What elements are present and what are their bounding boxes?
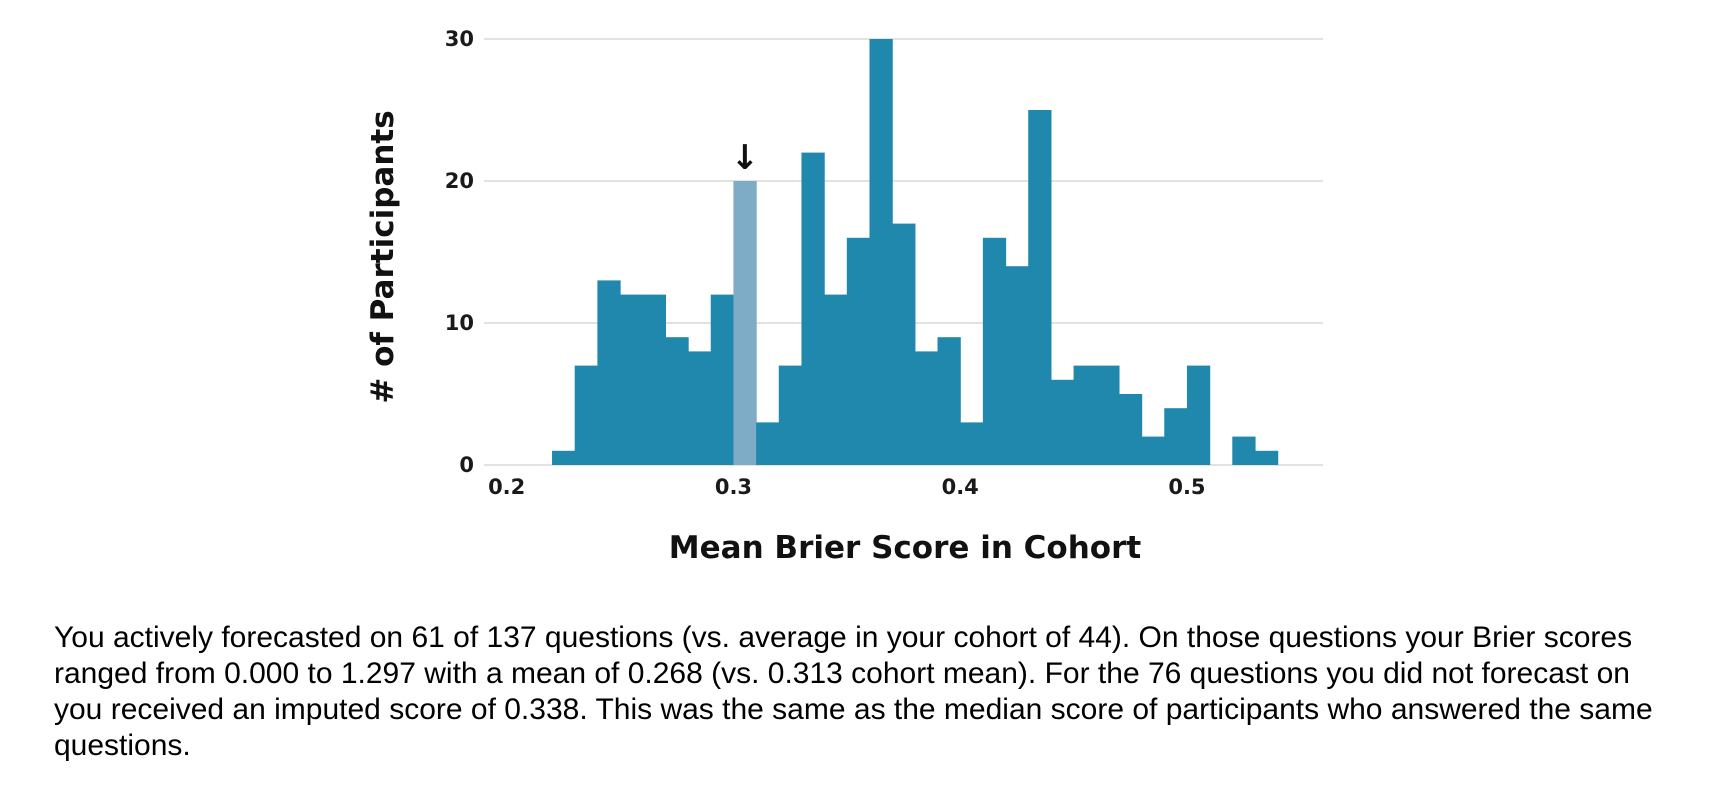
x-tick-label: 0.5	[1168, 475, 1205, 499]
histogram-bar	[801, 152, 825, 465]
y-tick-label: 30	[445, 27, 474, 51]
histogram-bar	[1186, 365, 1211, 465]
x-tick-label: 0.2	[488, 475, 525, 499]
y-tick-label: 0	[459, 453, 474, 477]
histogram-bar	[1254, 450, 1279, 465]
histogram-bar	[1005, 266, 1029, 465]
histogram-bar	[1096, 365, 1120, 465]
histogram-bar	[756, 422, 780, 465]
histogram-bar	[846, 237, 871, 465]
histogram-bar	[937, 337, 961, 465]
histogram-bar	[960, 422, 984, 465]
histogram-bar	[1050, 379, 1075, 465]
your-score-marker: ↓	[731, 138, 760, 178]
histogram-bar	[620, 294, 644, 465]
highlighted-bar	[733, 181, 757, 465]
histogram-bar	[642, 294, 667, 465]
histogram-bar	[665, 337, 689, 465]
histogram-bar	[1118, 394, 1143, 465]
histogram-bar	[710, 294, 735, 465]
histogram-bar	[914, 351, 939, 465]
forecast-summary-text: You actively forecasted on 61 of 137 que…	[54, 621, 1653, 762]
histogram-bar	[597, 280, 621, 465]
y-axis-title: # of Participants	[365, 110, 401, 403]
histogram-bar	[1141, 436, 1165, 465]
histogram-bar	[982, 237, 1007, 465]
histogram-bar	[688, 351, 712, 465]
y-tick-label: 10	[445, 311, 474, 335]
histogram-bar	[778, 365, 803, 465]
histogram-bar	[824, 294, 848, 465]
histogram-bar	[1164, 408, 1188, 465]
histogram-bar	[1073, 365, 1097, 465]
x-tick-label: 0.3	[715, 475, 752, 499]
histogram-bar	[1028, 110, 1052, 465]
tick-labels: 0 10 20 30 0.2 0.3 0.4 0.5	[445, 27, 1206, 499]
histogram-bar	[552, 450, 576, 465]
histogram-bar	[574, 365, 598, 465]
histogram-bar	[892, 223, 916, 465]
histogram-bars	[552, 39, 1279, 465]
histogram-bar	[869, 39, 893, 465]
x-tick-label: 0.4	[942, 475, 979, 499]
y-tick-label: 20	[445, 169, 474, 193]
x-axis-title: Mean Brier Score in Cohort	[669, 530, 1142, 566]
histogram-bar	[1232, 436, 1256, 465]
histogram-chart: 0 10 20 30 0.2 0.3 0.4 0.5 ↓ Mean Brier Score i…	[365, 27, 1323, 566]
